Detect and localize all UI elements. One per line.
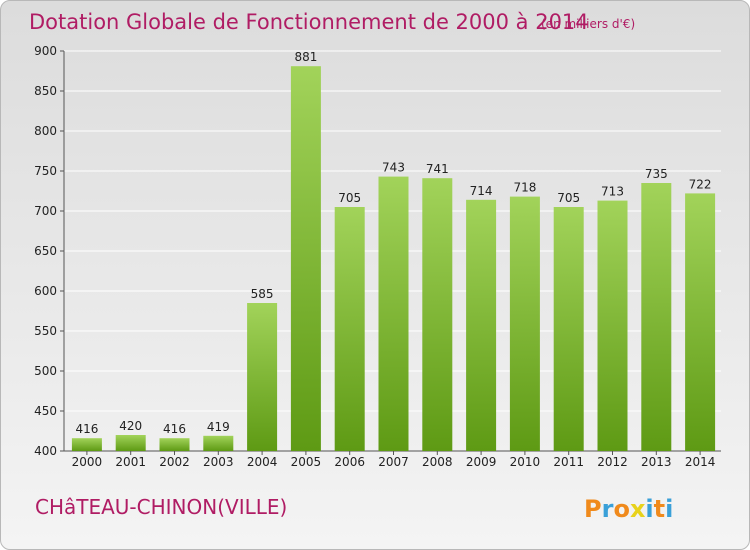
x-tick-label: 2008: [422, 455, 453, 469]
x-tick-label: 2000: [72, 455, 103, 469]
bar-2013: [641, 183, 672, 451]
y-tick-label: 850: [34, 84, 57, 98]
x-tick-label: 2014: [685, 455, 716, 469]
value-label: 714: [470, 184, 493, 198]
chart-subtitle: (en milliers d'€): [541, 17, 635, 31]
bar-2003: [203, 435, 234, 451]
value-label: 881: [294, 50, 317, 64]
value-label: 743: [382, 161, 405, 175]
x-tick-label: 2002: [159, 455, 190, 469]
bar-2012: [597, 200, 628, 451]
bar-2014: [685, 193, 716, 451]
bar-2006: [334, 207, 365, 451]
x-tick-label: 2003: [203, 455, 234, 469]
bar-2001: [115, 435, 146, 451]
bar-2000: [71, 438, 102, 451]
place-name: CHâTEAU-CHINON(VILLE): [35, 495, 287, 519]
value-label: 713: [601, 185, 624, 199]
x-tick-label: 2013: [641, 455, 672, 469]
x-tick-label: 2011: [553, 455, 584, 469]
x-tick-label: 2004: [247, 455, 278, 469]
value-label: 416: [163, 422, 186, 436]
y-tick-label: 750: [34, 164, 57, 178]
x-tick-label: 2012: [597, 455, 628, 469]
bar-2011: [553, 207, 584, 451]
bar-2008: [422, 178, 453, 451]
value-label: 741: [426, 162, 449, 176]
x-tick-label: 2001: [115, 455, 146, 469]
x-tick-label: 2005: [291, 455, 322, 469]
value-label: 722: [689, 177, 712, 191]
y-tick-label: 900: [34, 44, 57, 58]
value-label: 705: [338, 191, 361, 205]
bars: 416 420 416 419 585 881 705 743 741 714 718 705 713 7…: [71, 50, 716, 451]
value-label: 420: [119, 419, 142, 433]
y-tick-label: 800: [34, 124, 57, 138]
chart-title: Dotation Globale de Fonctionnement de 20…: [29, 10, 589, 34]
y-tick-label: 650: [34, 244, 57, 258]
value-label: 735: [645, 167, 668, 181]
bar-2007: [378, 176, 409, 451]
value-label: 419: [207, 420, 230, 434]
value-label: 585: [251, 287, 274, 301]
value-label: 705: [557, 191, 580, 205]
value-label: 416: [75, 422, 98, 436]
y-tick-label: 400: [34, 444, 57, 458]
y-tick-label: 500: [34, 364, 57, 378]
x-tick-label: 2010: [510, 455, 541, 469]
x-tick-label: 2006: [334, 455, 365, 469]
y-tick-label: 700: [34, 204, 57, 218]
y-tick-label: 600: [34, 284, 57, 298]
proxiti-logo: Proxiti: [584, 495, 673, 523]
bar-2002: [159, 438, 190, 451]
bar-2010: [509, 196, 540, 451]
x-tick-label: 2009: [466, 455, 497, 469]
y-tick-label: 450: [34, 404, 57, 418]
bar-2005: [290, 66, 321, 451]
value-label: 718: [513, 181, 536, 195]
bar-2004: [247, 303, 278, 451]
x-tick-label: 2007: [378, 455, 409, 469]
bar-2009: [466, 199, 497, 451]
y-tick-label: 550: [34, 324, 57, 338]
